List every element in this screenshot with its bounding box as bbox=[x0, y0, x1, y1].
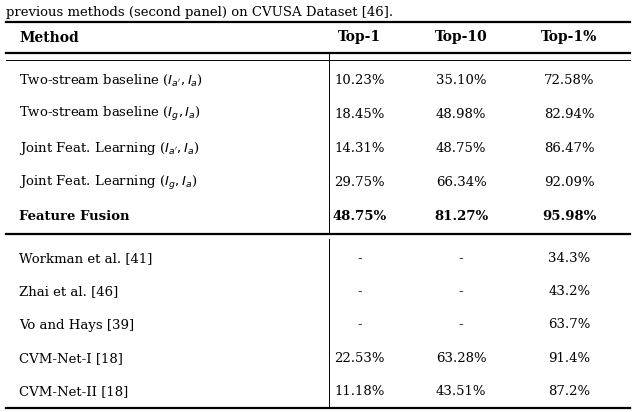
Text: 63.7%: 63.7% bbox=[548, 318, 590, 332]
Text: 48.75%: 48.75% bbox=[436, 142, 487, 155]
Text: 34.3%: 34.3% bbox=[548, 252, 590, 265]
Text: 29.75%: 29.75% bbox=[334, 176, 385, 189]
Text: -: - bbox=[459, 252, 464, 265]
Text: Top-1%: Top-1% bbox=[541, 30, 597, 44]
Text: 48.75%: 48.75% bbox=[332, 211, 387, 223]
Text: 63.28%: 63.28% bbox=[436, 352, 487, 365]
Text: 43.2%: 43.2% bbox=[548, 285, 590, 298]
Text: -: - bbox=[459, 285, 464, 298]
Text: 91.4%: 91.4% bbox=[548, 352, 590, 365]
Text: 82.94%: 82.94% bbox=[544, 108, 595, 121]
Text: Zhai et al. [46]: Zhai et al. [46] bbox=[19, 285, 118, 298]
Text: -: - bbox=[357, 285, 362, 298]
Text: -: - bbox=[459, 318, 464, 332]
Text: 10.23%: 10.23% bbox=[334, 74, 385, 87]
Text: -: - bbox=[357, 252, 362, 265]
Text: previous methods (second panel) on CVUSA Dataset [46].: previous methods (second panel) on CVUSA… bbox=[6, 6, 394, 19]
Text: Workman et al. [41]: Workman et al. [41] bbox=[19, 252, 153, 265]
Text: 14.31%: 14.31% bbox=[334, 142, 385, 155]
Text: 35.10%: 35.10% bbox=[436, 74, 487, 87]
Text: 48.98%: 48.98% bbox=[436, 108, 487, 121]
Text: 81.27%: 81.27% bbox=[434, 211, 488, 223]
Text: Feature Fusion: Feature Fusion bbox=[19, 211, 130, 223]
Text: CVM-Net-I [18]: CVM-Net-I [18] bbox=[19, 352, 123, 365]
Text: Two-stream baseline ($I_{a^{\prime}}, I_a$): Two-stream baseline ($I_{a^{\prime}}, I_… bbox=[19, 73, 203, 88]
Text: Joint Feat. Learning ($I_g, I_a$): Joint Feat. Learning ($I_g, I_a$) bbox=[19, 174, 198, 192]
Text: Joint Feat. Learning ($I_{a^{\prime}}, I_a$): Joint Feat. Learning ($I_{a^{\prime}}, I… bbox=[19, 140, 200, 157]
Text: Method: Method bbox=[19, 30, 79, 44]
Text: 72.58%: 72.58% bbox=[544, 74, 595, 87]
Text: 95.98%: 95.98% bbox=[542, 211, 597, 223]
Text: 43.51%: 43.51% bbox=[436, 385, 487, 398]
Text: 86.47%: 86.47% bbox=[544, 142, 595, 155]
Text: -: - bbox=[357, 318, 362, 332]
Text: Top-10: Top-10 bbox=[435, 30, 487, 44]
Text: 22.53%: 22.53% bbox=[334, 352, 385, 365]
Text: 18.45%: 18.45% bbox=[334, 108, 385, 121]
Text: 92.09%: 92.09% bbox=[544, 176, 595, 189]
Text: Top-1: Top-1 bbox=[338, 30, 381, 44]
Text: CVM-Net-II [18]: CVM-Net-II [18] bbox=[19, 385, 128, 398]
Text: 11.18%: 11.18% bbox=[334, 385, 385, 398]
Text: 66.34%: 66.34% bbox=[436, 176, 487, 189]
Text: Vo and Hays [39]: Vo and Hays [39] bbox=[19, 318, 134, 332]
Text: Two-stream baseline ($I_g, I_a$): Two-stream baseline ($I_g, I_a$) bbox=[19, 105, 201, 123]
Text: 87.2%: 87.2% bbox=[548, 385, 590, 398]
